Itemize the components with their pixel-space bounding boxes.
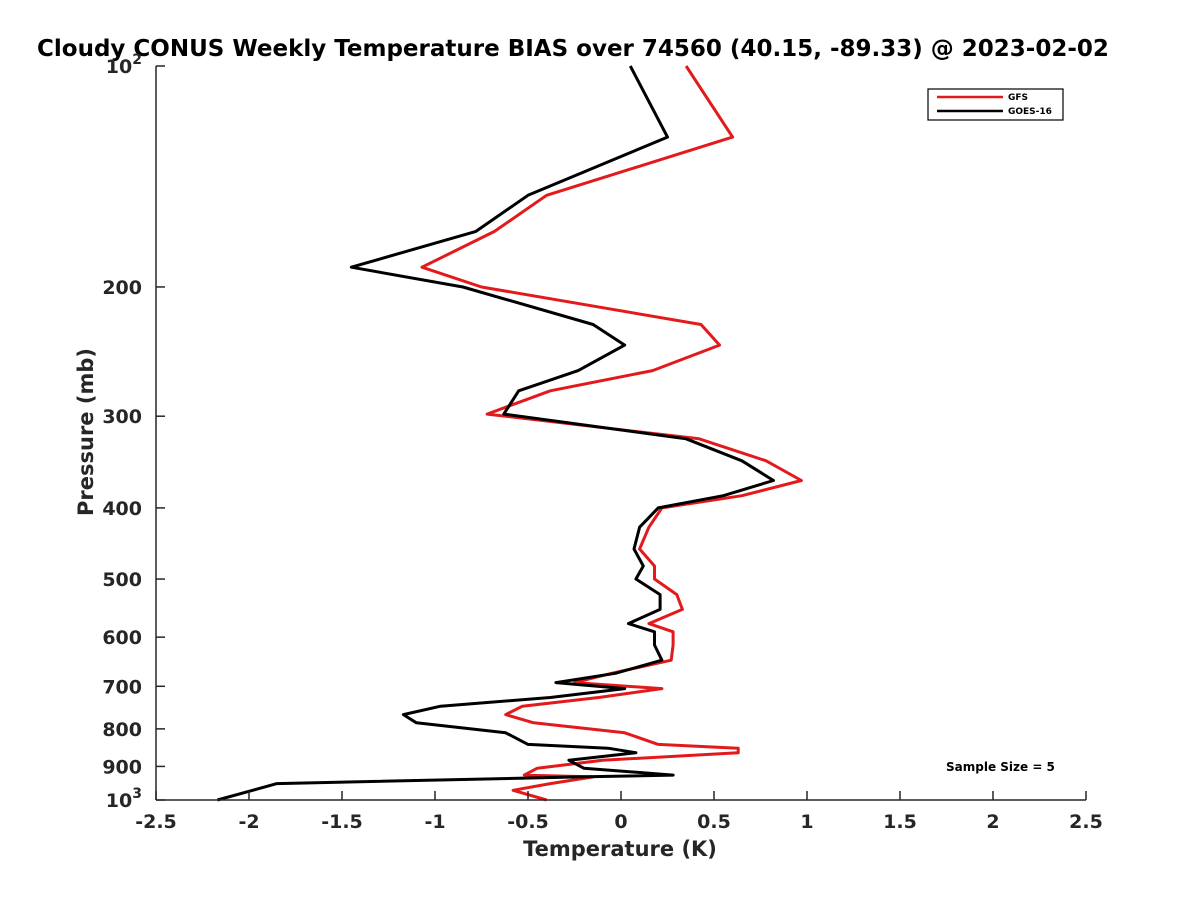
chart-title: Cloudy CONUS Weekly Temperature BIAS ove… xyxy=(37,36,1109,62)
y-axis-label: Pressure (mb) xyxy=(74,348,98,516)
y-tick-label: 103 xyxy=(106,786,142,812)
y-tick-label: 900 xyxy=(102,756,142,778)
x-tick-label: -1 xyxy=(424,811,445,833)
x-axis-label: Temperature (K) xyxy=(523,837,717,861)
legend: GFS GOES-16 xyxy=(927,88,1064,121)
legend-box xyxy=(927,88,1064,121)
x-tick-label: -2 xyxy=(238,811,259,833)
y-tick-label: 102 xyxy=(106,52,142,78)
x-tick-label: -0.5 xyxy=(507,811,549,833)
x-tick-label: -1.5 xyxy=(321,811,363,833)
plot-lines xyxy=(217,65,803,802)
x-tick-label: 0 xyxy=(614,811,627,833)
x-tick-label: 0.5 xyxy=(697,811,731,833)
legend-label: GOES-16 xyxy=(1008,107,1052,117)
x-tick-label: 2.5 xyxy=(1069,811,1103,833)
x-tick-label: 2 xyxy=(986,811,999,833)
x-tick-label: 1 xyxy=(800,811,813,833)
sample-size-annotation: Sample Size = 5 xyxy=(946,760,1055,774)
series-line-gfs xyxy=(420,65,803,802)
legend-label: GFS xyxy=(1008,93,1028,103)
y-tick-label: 500 xyxy=(102,569,142,591)
y-tick-label: 600 xyxy=(102,627,142,649)
y-tick-label: 200 xyxy=(102,277,142,299)
x-tick-labels: -2.5 -2 -1.5 -1 -0.5 0 0.5 1 1.5 2 2.5 xyxy=(135,811,1103,833)
y-tick-label: 800 xyxy=(102,719,142,741)
series-line-goes-16 xyxy=(217,65,775,802)
x-tick-label: 1.5 xyxy=(883,811,917,833)
axes xyxy=(155,65,1087,801)
y-tick-label: 300 xyxy=(102,406,142,428)
y-tick-labels: 102 200 300 400 500 600 700 800 900 103 xyxy=(102,52,142,812)
y-tick-label: 400 xyxy=(102,498,142,520)
x-tick-label: -2.5 xyxy=(135,811,177,833)
y-tick-label: 700 xyxy=(102,676,142,698)
